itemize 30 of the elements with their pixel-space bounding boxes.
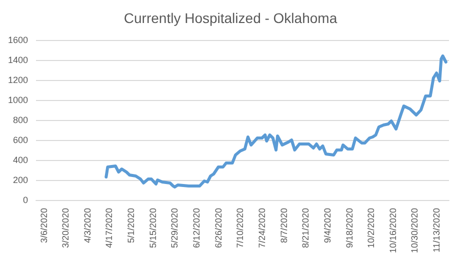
y-tick-label: 600 bbox=[12, 135, 28, 145]
y-tick-label: 1200 bbox=[8, 75, 28, 85]
x-tick-label: 3/20/2020 bbox=[60, 208, 71, 248]
x-tick-label: 10/2/2020 bbox=[366, 208, 376, 248]
y-tick-label: 800 bbox=[12, 115, 28, 125]
x-tick-label: 11/13/2020 bbox=[432, 208, 442, 252]
y-tick-label: 1600 bbox=[8, 35, 28, 45]
x-tick-label: 7/24/2020 bbox=[256, 208, 267, 248]
x-tick-label: 5/29/2020 bbox=[170, 208, 180, 248]
x-tick-label: 10/30/2020 bbox=[410, 208, 420, 254]
y-tick-label: 400 bbox=[12, 155, 28, 165]
y-tick-label: 0 bbox=[22, 195, 28, 205]
y-tick-label: 200 bbox=[12, 175, 28, 185]
x-tick-label: 5/15/2020 bbox=[148, 208, 158, 248]
y-tick-label: 1400 bbox=[8, 55, 28, 65]
x-tick-label: 5/1/2020 bbox=[126, 208, 136, 244]
x-tick-label: 9/18/2020 bbox=[344, 208, 354, 248]
chart-title: Currently Hospitalized - Oklahoma bbox=[124, 10, 338, 26]
x-tick-label: 4/17/2020 bbox=[104, 208, 114, 248]
line-series bbox=[104, 54, 448, 188]
x-tick-label: 6/12/2020 bbox=[192, 208, 202, 248]
x-tick-label: 6/26/2020 bbox=[213, 208, 224, 248]
x-tick-label: 3/6/2020 bbox=[38, 208, 49, 244]
x-tick-label: 9/4/2020 bbox=[322, 208, 332, 244]
x-tick-label: 7/10/2020 bbox=[235, 208, 246, 248]
x-tick-label: 8/7/2020 bbox=[278, 208, 289, 244]
x-tick-label: 10/16/2020 bbox=[388, 208, 398, 254]
x-tick-label: 8/21/2020 bbox=[300, 208, 311, 248]
x-tick-label: 4/3/2020 bbox=[82, 208, 92, 244]
y-tick-label: 1000 bbox=[8, 95, 28, 105]
